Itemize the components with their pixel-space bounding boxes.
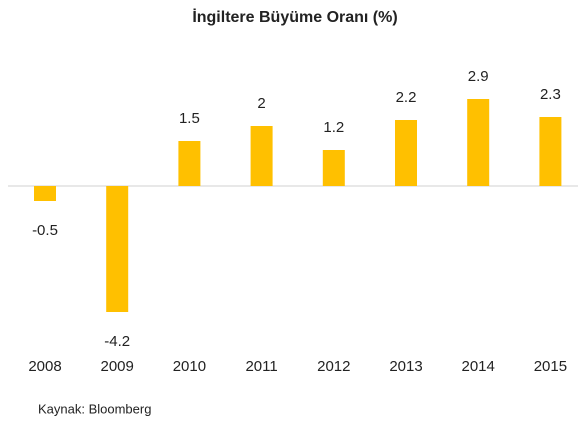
x-tick-label: 2008 [28,358,61,375]
data-label: 2.9 [468,68,489,85]
bar [539,117,562,186]
data-label: -0.5 [32,222,58,239]
data-label: 1.5 [179,110,200,127]
x-tick-label: 2015 [534,358,567,375]
chart-title: İngiltere Büyüme Oranı (%) [192,8,397,26]
x-tick-label: 2012 [317,358,350,375]
x-tick-label: 2014 [462,358,495,375]
bar [106,186,129,312]
x-tick-label: 2013 [389,358,422,375]
bar [395,120,417,186]
bar [250,126,273,186]
data-label: 2.2 [396,89,417,106]
x-tick-label: 2010 [173,358,206,375]
bar [322,150,345,186]
data-label: 1.2 [323,119,344,136]
source-note: Kaynak: Bloomberg [38,401,151,416]
data-label: 2 [257,95,265,112]
x-tick-label: 2009 [101,358,134,375]
bar [178,141,201,186]
bar [34,186,56,201]
data-label: -4.2 [104,333,130,350]
bar [467,99,490,186]
x-tick-label: 2011 [245,358,277,375]
data-label: 2.3 [540,86,561,103]
